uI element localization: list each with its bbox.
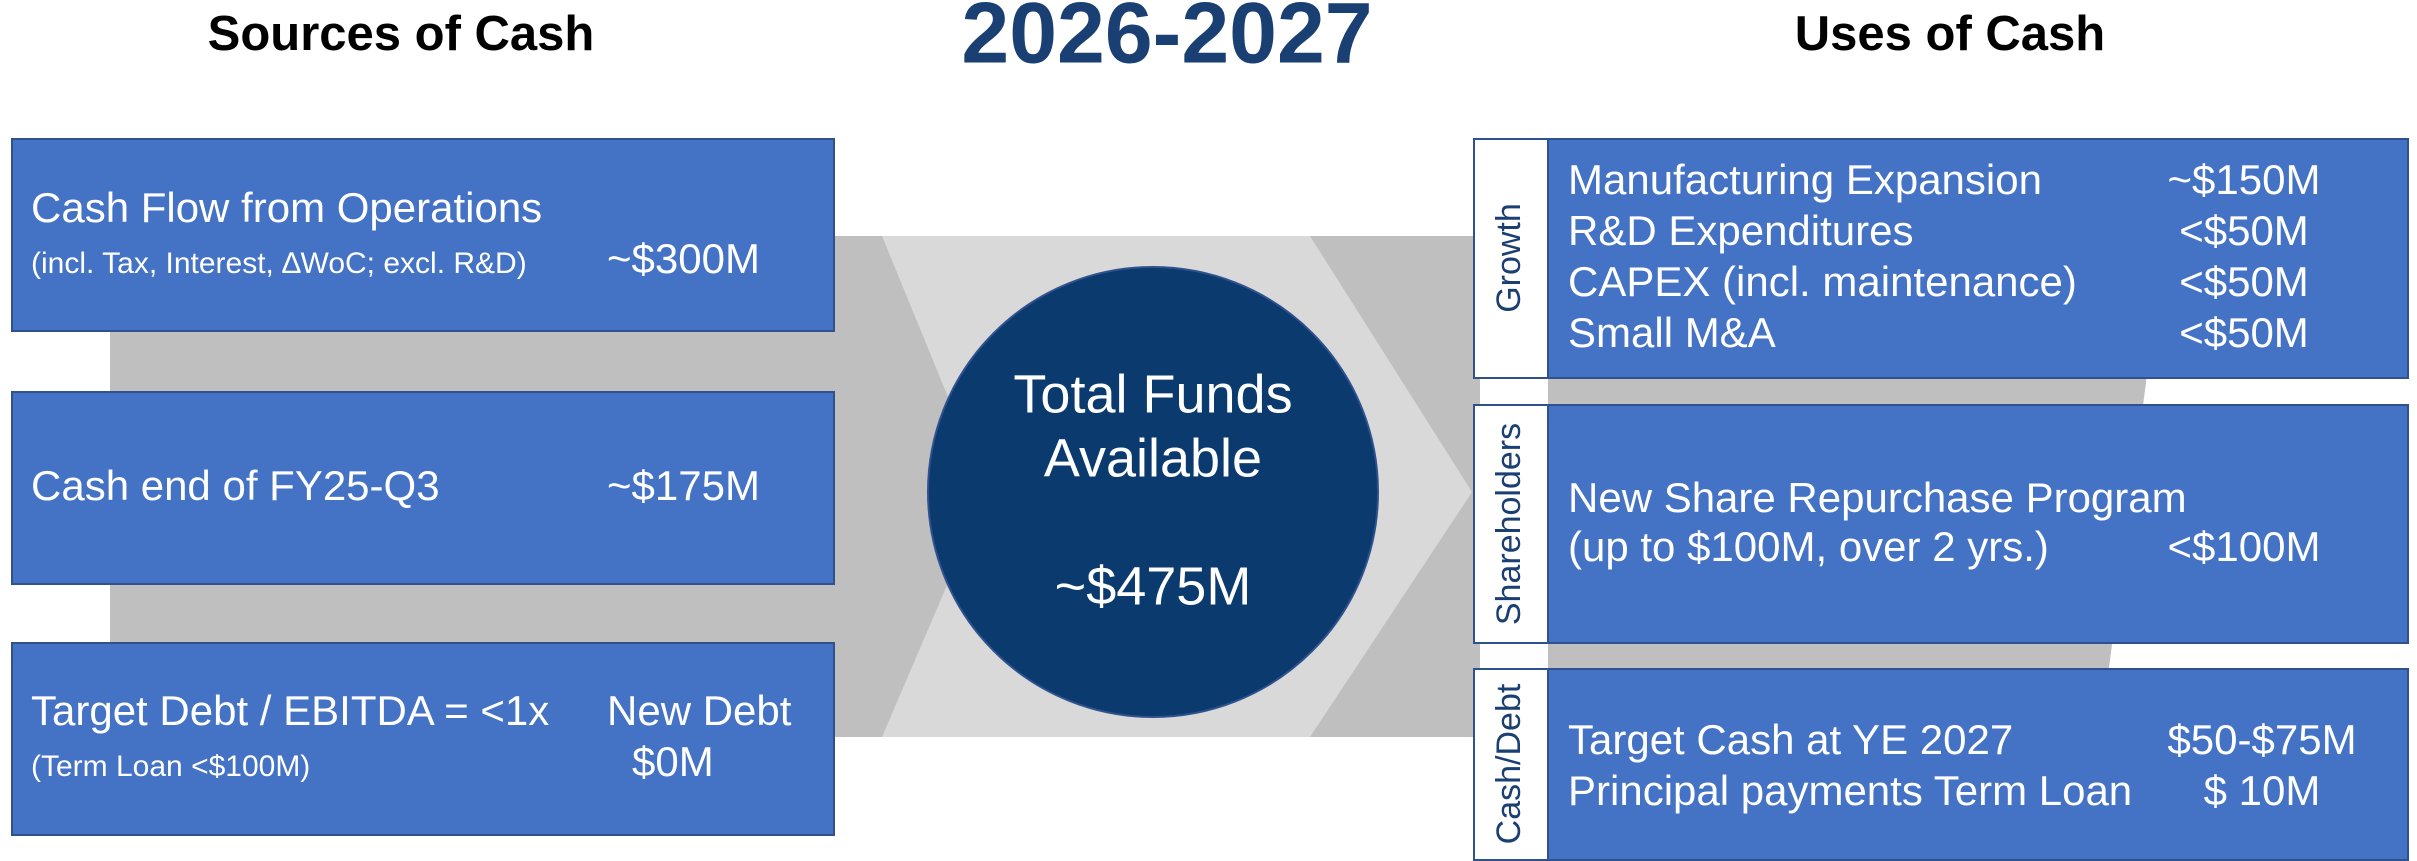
left-title: Sources of Cash [208,7,595,61]
amount: $50-$75M [2167,716,2356,763]
item: Manufacturing Expansion [1568,156,2042,203]
use-shareholders: Shareholders New Share Repurchase Progra… [1473,404,2409,644]
category-cell [1473,668,1549,861]
source-2: Cash end of FY25-Q3 ~$175M [11,391,835,585]
category: Shareholders [1490,423,1528,625]
category-cell [1473,138,1549,379]
note: (incl. Tax, Interest, ∆WoC; excl. R&D) [31,247,527,280]
amount-label: New Debt [607,687,792,734]
category-cell [1473,404,1549,644]
category: Cash/Debt [1490,683,1528,844]
note: (Term Loan <$100M) [31,750,310,783]
amount: $ 10M [2204,767,2321,814]
box [11,138,835,332]
item: New Share Repurchase Program [1568,474,2187,521]
item: Target Cash at YE 2027 [1568,716,2013,763]
item: CAPEX (incl. maintenance) [1568,258,2077,305]
item: Principal payments Term Loan [1568,767,2132,814]
amount: ~$175M [607,462,760,509]
source-1: Cash Flow from Operations (incl. Tax, In… [11,138,835,332]
use-growth: Growth Manufacturing Expansion ~$150M R&… [1473,138,2409,379]
amount: <$50M [2179,258,2309,305]
box [11,391,835,585]
right-title: Uses of Cash [1795,7,2105,61]
category: Growth [1490,203,1528,313]
center-line: Available [1044,428,1262,488]
amount: $0M [632,738,714,785]
item: (up to $100M, over 2 yrs.) [1568,523,2049,570]
label: Target Debt / EBITDA = <1x [31,687,549,734]
label: Cash Flow from Operations [31,184,542,231]
amount: <$50M [2179,207,2309,254]
center-amount: ~$475M [1055,556,1252,616]
amount: <$100M [2168,523,2321,570]
source-3: Target Debt / EBITDA = <1x (Term Loan <$… [11,642,835,836]
center-title: 2026-2027 [961,0,1372,82]
box [1547,138,2409,379]
item: Small M&A [1568,309,1776,356]
use-cash-debt: Cash/Debt Target Cash at YE 2027 $50-$75… [1473,668,2409,861]
label: Cash end of FY25-Q3 [31,462,440,509]
box [1547,404,2409,644]
amount: <$50M [2179,309,2309,356]
box [1547,668,2409,861]
item: R&D Expenditures [1568,207,1914,254]
center-line: Total Funds [1013,364,1292,424]
amount: ~$150M [2168,156,2321,203]
center-circle [927,266,1379,718]
box [11,642,835,836]
amount: ~$300M [607,235,760,282]
